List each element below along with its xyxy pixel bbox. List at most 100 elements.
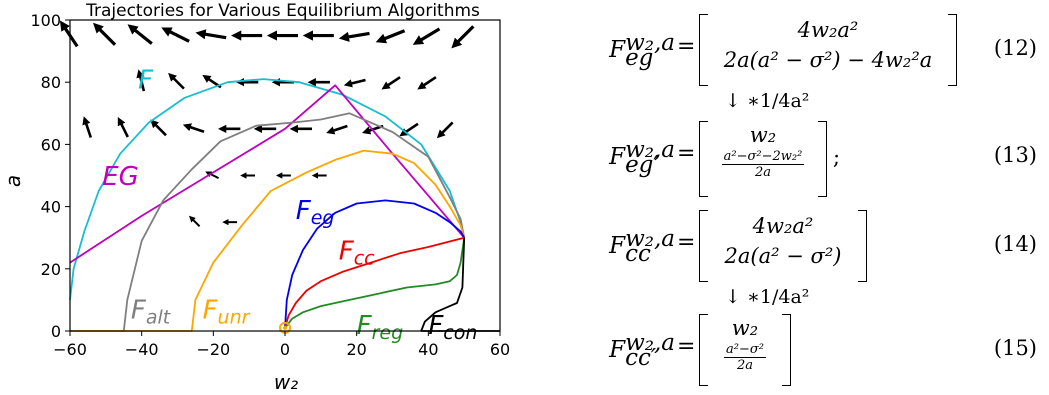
vector-arrow-21 (82, 116, 93, 138)
y-tick-label-4: 80 (41, 73, 61, 92)
vector-arrow-1 (93, 22, 117, 46)
matrix-13-frac-num: a²−σ²−2w₂² (721, 149, 805, 165)
series-label-f-eg: Feg (296, 196, 335, 229)
vector-arrow-19 (381, 76, 401, 90)
matrix-12-row-2: 2a(a² − σ²) − 4w₂²a (723, 48, 933, 72)
series-label-f-alt: Falt (131, 296, 172, 329)
equation-15-sub: cc′ (625, 345, 657, 371)
matrix-13-fraction: a²−σ²−2w₂² 2a (721, 149, 805, 180)
series-line-f-con (420, 237, 500, 332)
vector-arrow-24 (182, 123, 205, 133)
equation-15-tag: (15) (993, 336, 1037, 360)
x-tick-label-2: −20 (196, 340, 230, 359)
vector-arrow-28 (326, 124, 348, 135)
vector-arrow-13 (168, 72, 185, 90)
y-tick-label-5: 100 (30, 11, 61, 30)
y-tick-label-0: 0 (51, 322, 61, 341)
equation-13-suffix: ; (833, 145, 841, 169)
x-tick-label-6: 60 (490, 340, 510, 359)
vector-arrow-10 (412, 27, 441, 45)
equation-14-sub: cc (625, 241, 651, 267)
series-line-f-reg (284, 237, 466, 329)
matrix-13-row-1: w₂ (749, 123, 777, 147)
series-line-f-eg (284, 199, 465, 328)
x-tick-label-5: 40 (418, 340, 438, 359)
vector-arrow-11 (451, 25, 475, 49)
series-line-f-unr (70, 149, 466, 332)
vector-arrow-12 (136, 69, 146, 92)
series-label-f-cc: Fcc (339, 236, 375, 269)
equation-12-sub: eg (625, 45, 654, 71)
equals-sign: = (677, 34, 696, 59)
trajectory-chart: Trajectories for Various Equilibrium Alg… (1, 1, 510, 394)
matrix-15-frac-num: a²−σ² (724, 342, 766, 358)
vector-arrow-20 (417, 76, 437, 90)
series-label-f-unr: Funr (203, 296, 251, 329)
matrix-14-row-2: 2a(a² − σ²) (724, 244, 842, 268)
equation-13-sup: w₂,a (625, 137, 675, 163)
vector-arrow-36 (189, 215, 201, 227)
equals-sign: = (677, 141, 696, 166)
series-label-f-reg: Freg (357, 311, 404, 344)
x-axis-label: w₂ (274, 370, 298, 394)
series-line-f-alt (70, 112, 466, 332)
equals-sign: = (677, 230, 696, 255)
y-axis-label: a (1, 175, 25, 187)
vector-arrow-4 (195, 29, 227, 40)
equation-13-sub: eg′ (625, 152, 659, 178)
matrix-13-frac-den: 2a (754, 165, 772, 180)
matrix-15-fraction: a²−σ² 2a (724, 342, 766, 373)
vector-arrow-3 (161, 27, 190, 43)
equation-15-sup: w₂,a (625, 330, 675, 356)
matrix-13: w₂ a²−σ²−2w₂² 2a (699, 121, 827, 197)
origin-marker-dot (283, 325, 287, 330)
matrix-14: 4w₂a² 2a(a² − σ²) (699, 210, 867, 282)
scale-note-1: ↓ ∗1/4a² (725, 90, 810, 112)
matrix-15-row-1: w₂ (731, 316, 759, 340)
equation-15-func: F (609, 337, 626, 363)
series-label-f-con: Fcon (428, 311, 477, 344)
chart-title: Trajectories for Various Equilibrium Alg… (85, 1, 480, 21)
equals-sign: = (677, 334, 696, 359)
equation-14-func: F (609, 233, 626, 259)
vector-arrow-31 (436, 121, 454, 139)
vector-arrow-22 (117, 116, 129, 138)
y-tick-label-2: 40 (41, 198, 61, 217)
series-label-eg: EG (102, 162, 139, 192)
x-tick-label-3: 0 (280, 340, 290, 359)
equation-13-tag: (13) (993, 143, 1037, 167)
equation-12-sup: w₂,a (625, 30, 675, 56)
matrix-15: w₂ a²−σ² 2a (699, 314, 791, 386)
vector-arrow-23 (150, 119, 167, 137)
matrix-15-frac-den: 2a (736, 358, 753, 373)
equation-12-func: F (609, 37, 626, 63)
x-tick-label-1: −40 (125, 340, 159, 359)
matrix-12-row-1: 4w₂a² (797, 18, 859, 42)
equation-12-tag: (12) (993, 36, 1037, 60)
matrix-12: 4w₂a² 2a(a² − σ²) − 4w₂²a (699, 14, 957, 86)
equation-14-tag: (14) (993, 232, 1037, 256)
vector-arrow-8 (338, 31, 370, 42)
x-tick-label-4: 20 (346, 340, 366, 359)
series-line-f-cc (284, 236, 465, 329)
series-line-f (69, 78, 466, 301)
equation-13-func: F (609, 144, 626, 170)
y-tick-label-3: 60 (41, 135, 61, 154)
vector-arrow-18 (343, 78, 366, 88)
vector-arrow-9 (375, 29, 406, 44)
scale-note-2: ↓ ∗1/4a² (725, 286, 810, 308)
y-tick-label-1: 20 (41, 260, 61, 279)
vector-arrow-2 (127, 24, 153, 45)
series-label-f: F (138, 65, 154, 95)
equation-14-sup: w₂,a (625, 226, 675, 252)
